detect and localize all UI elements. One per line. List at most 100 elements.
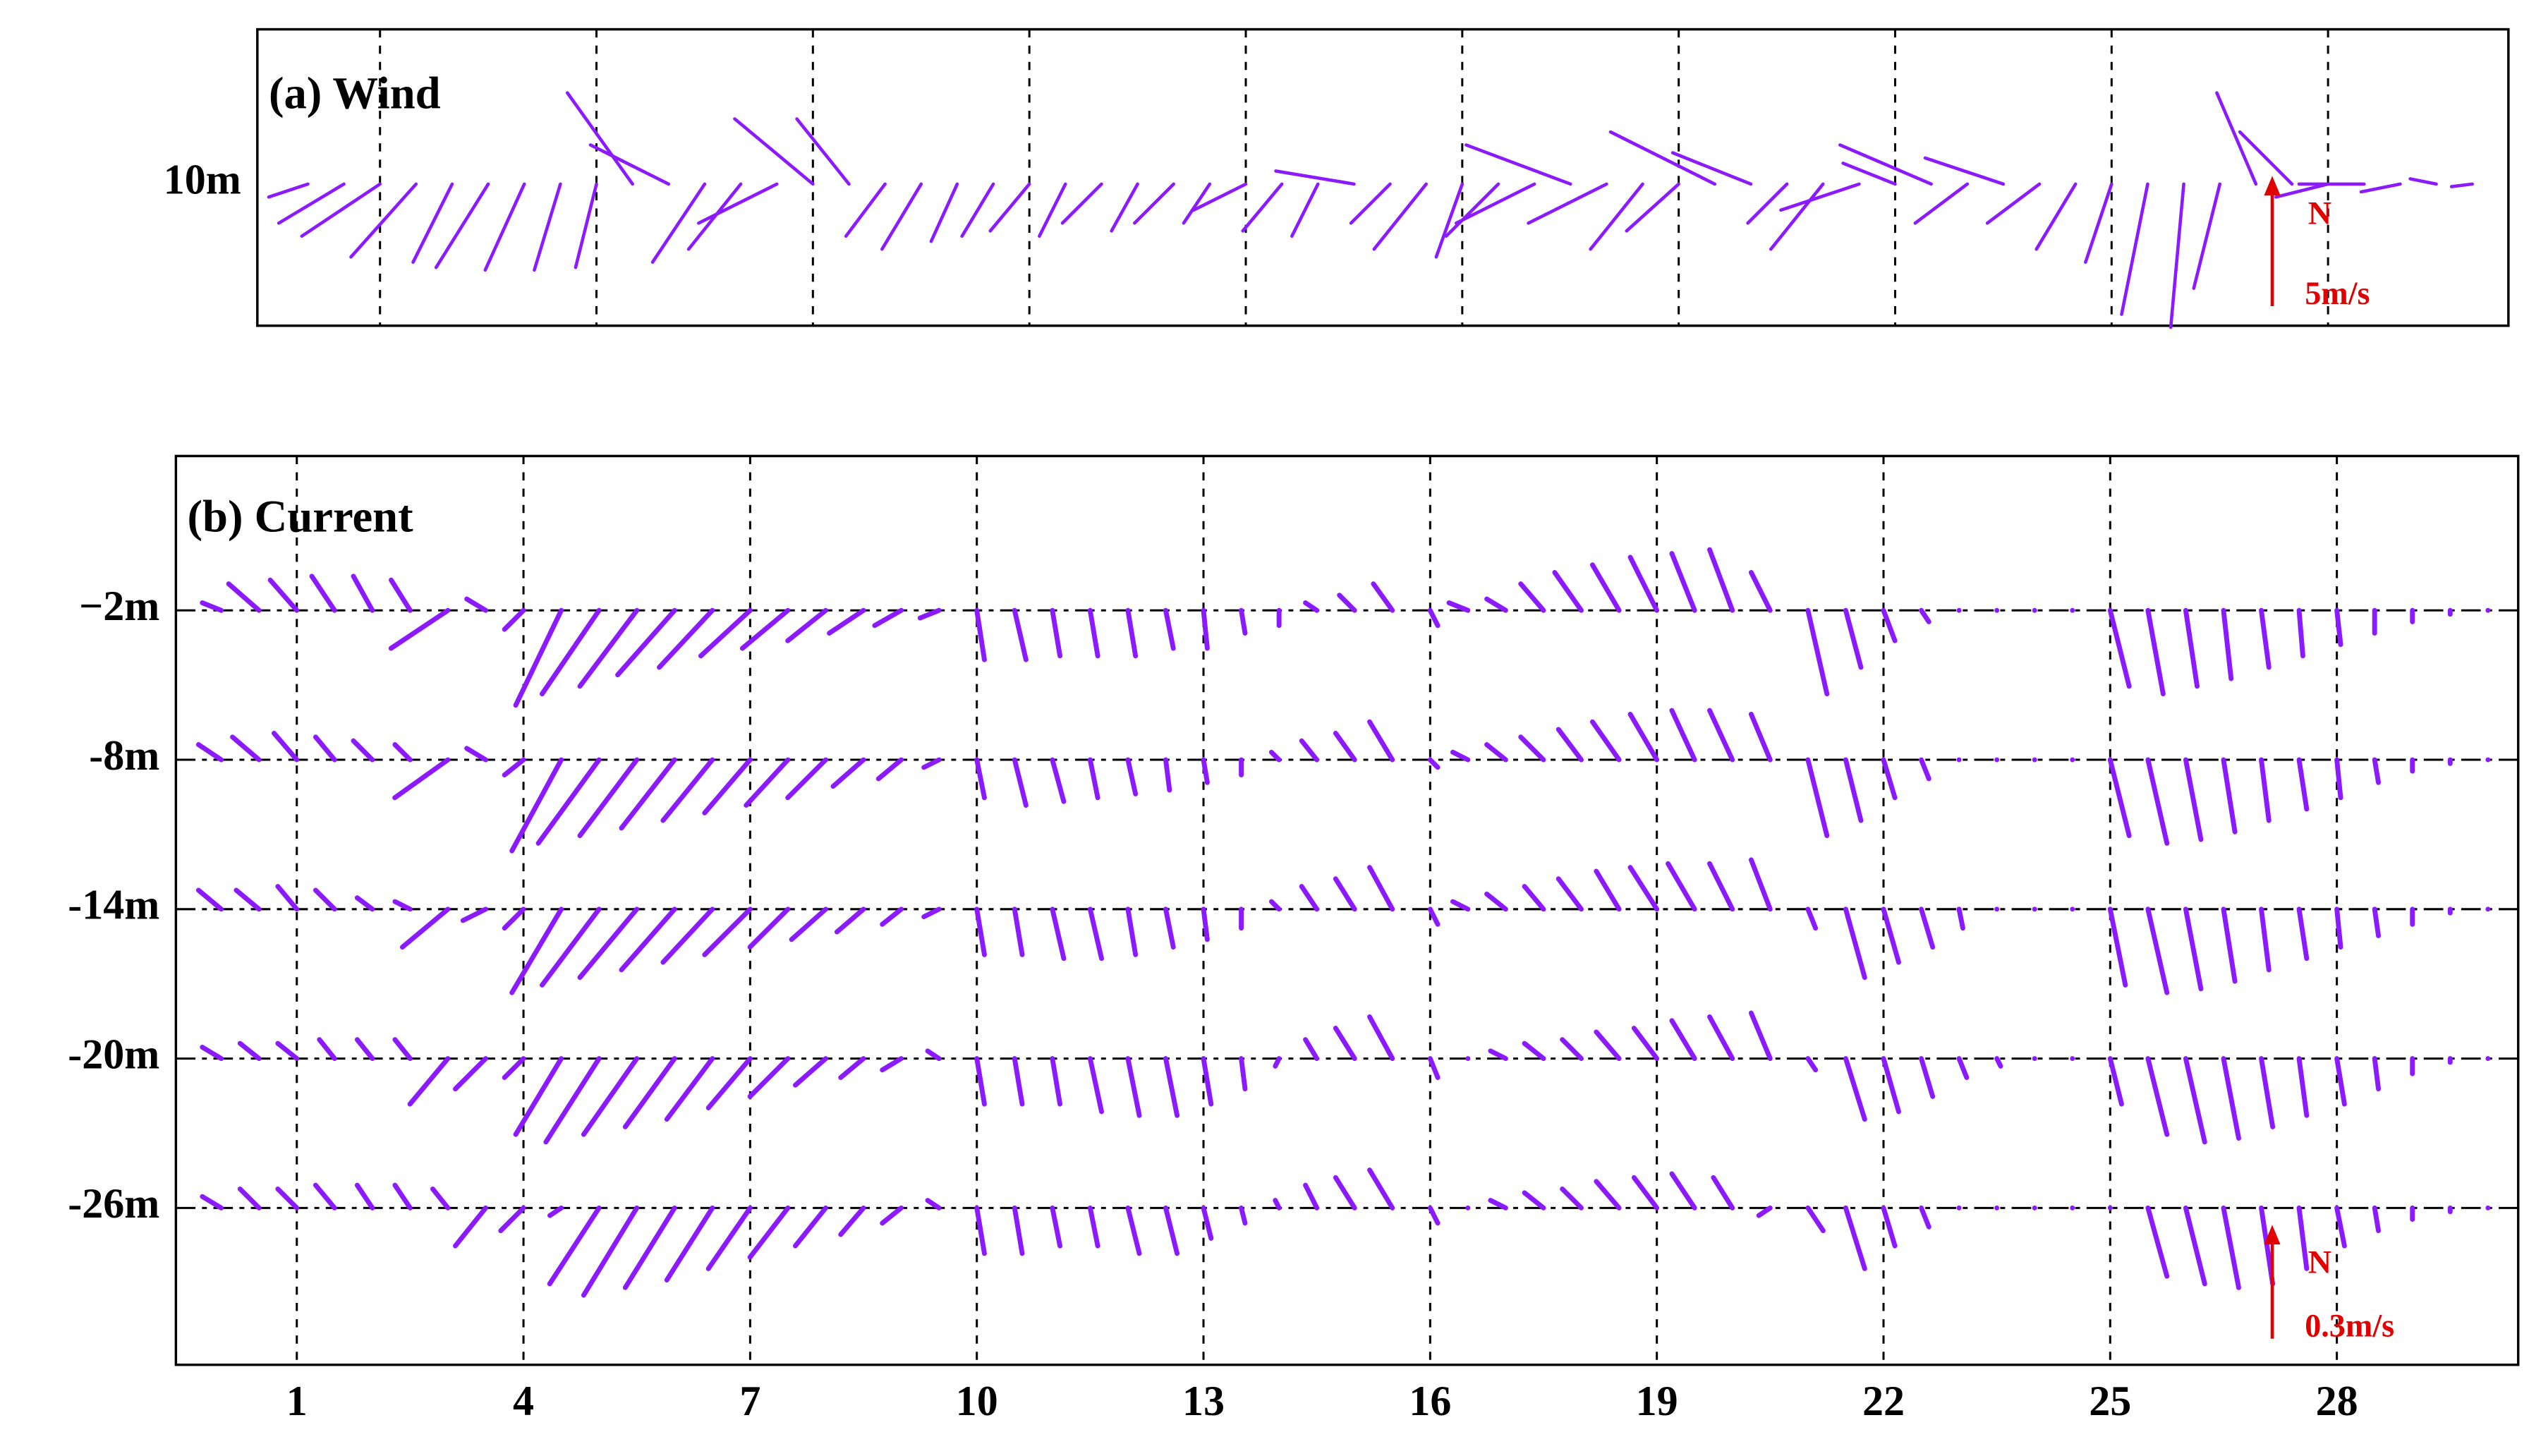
stick <box>267 577 300 613</box>
stick <box>1594 868 1622 912</box>
stick <box>1050 906 1067 961</box>
stick <box>547 1205 602 1287</box>
stick <box>2221 1056 2241 1141</box>
stick <box>2372 757 2382 785</box>
stick <box>1555 876 1584 912</box>
stick <box>392 757 451 801</box>
stick <box>588 143 671 186</box>
stick <box>581 1205 640 1298</box>
stick <box>1631 1175 1660 1211</box>
stick <box>275 1186 300 1211</box>
stick <box>317 1037 337 1062</box>
stick <box>1589 719 1622 763</box>
stick <box>535 757 602 846</box>
stick <box>2169 182 2185 329</box>
stick <box>533 182 562 272</box>
stick <box>1060 182 1103 225</box>
level-label: -26m <box>68 1180 159 1227</box>
reference-label: 5m/s <box>2305 275 2370 311</box>
stick <box>1349 182 1392 225</box>
stick <box>1012 1205 1025 1256</box>
stick <box>1555 727 1584 763</box>
level-label: -8m <box>89 732 159 779</box>
x-tick-label: 19 <box>1636 1378 1678 1424</box>
stick <box>407 1056 451 1107</box>
x-tick-label: 16 <box>1409 1378 1451 1424</box>
stick <box>1522 884 1546 912</box>
stick <box>1631 1026 1660 1062</box>
stick <box>1427 1205 1441 1226</box>
stick <box>615 607 677 678</box>
stick <box>1560 1037 1584 1062</box>
stick <box>513 1056 564 1137</box>
stick <box>453 1056 488 1092</box>
stick <box>2145 607 2166 697</box>
x-tick-label: 10 <box>956 1378 998 1424</box>
stick <box>1748 857 1773 912</box>
stick <box>1805 906 1819 931</box>
stick <box>921 906 942 920</box>
stick <box>2238 130 2294 186</box>
stick <box>1012 607 1029 662</box>
current-panel-frame <box>174 454 2520 1366</box>
stick <box>309 574 337 613</box>
stick <box>1805 1056 1819 1073</box>
x-tick-label: 22 <box>1862 1378 1905 1424</box>
stick <box>792 1205 828 1249</box>
stick <box>880 906 904 927</box>
stick <box>1273 1198 1282 1211</box>
stick <box>2192 182 2222 290</box>
stick <box>785 757 828 801</box>
stick <box>664 1205 715 1283</box>
stick <box>1669 1018 1697 1062</box>
stick <box>577 607 640 689</box>
stick <box>502 906 526 931</box>
stick <box>705 1056 753 1110</box>
stick <box>1274 169 1356 186</box>
stick <box>392 1037 413 1062</box>
stick <box>574 182 598 269</box>
reference-arrowhead <box>2264 1225 2281 1245</box>
x-tick-label: 4 <box>513 1378 534 1424</box>
stick <box>660 757 715 823</box>
stick <box>1427 607 1441 629</box>
stick <box>1756 1205 1773 1218</box>
stick <box>200 1194 224 1211</box>
reference-arrowhead <box>2264 176 2281 196</box>
level-label: -20m <box>68 1031 159 1077</box>
stick <box>277 182 346 225</box>
reference-label: 0.3m/s <box>2305 1308 2394 1344</box>
stick <box>200 600 224 613</box>
stick <box>1163 906 1176 950</box>
stick <box>2372 1056 2382 1092</box>
stick <box>1670 151 1753 186</box>
stick <box>1669 1171 1697 1211</box>
stick <box>880 1205 904 1226</box>
stick <box>1201 607 1210 651</box>
stick <box>267 182 310 199</box>
stick <box>1522 1041 1546 1062</box>
stick <box>392 899 413 912</box>
stick <box>1560 1186 1584 1211</box>
stick <box>733 117 815 186</box>
stick <box>698 607 753 659</box>
stick <box>917 607 942 621</box>
stick <box>657 607 715 670</box>
stick <box>1769 182 1825 251</box>
stick <box>1484 891 1508 912</box>
stick <box>2107 1056 2124 1107</box>
stick <box>1919 607 1931 624</box>
stick <box>702 906 753 957</box>
stick <box>2183 906 2204 992</box>
stick <box>974 1205 987 1256</box>
stick <box>547 1205 564 1218</box>
stick <box>1841 162 1897 186</box>
stick <box>1201 1205 1214 1241</box>
stick <box>1843 1205 1867 1271</box>
stick <box>195 887 224 912</box>
stick <box>1337 593 1357 613</box>
stick <box>1707 708 1735 763</box>
stick <box>1838 143 1933 186</box>
stick <box>1484 742 1508 763</box>
